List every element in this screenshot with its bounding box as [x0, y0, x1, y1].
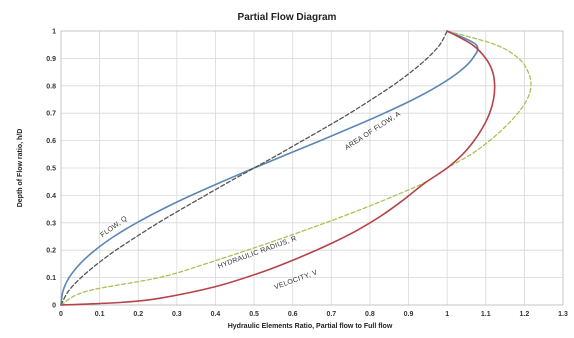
x-tick-label: 0.2	[133, 311, 143, 318]
x-tick-label: 1.1	[481, 311, 491, 318]
y-tick-label: 0.8	[46, 83, 56, 90]
chart-title: Partial Flow Diagram	[238, 12, 337, 23]
series-line-velocity-v	[60, 30, 496, 306]
y-tick-label: 0.9	[46, 56, 56, 63]
x-tick-label: 0.9	[404, 311, 414, 318]
y-tick-label: 0.7	[46, 111, 56, 118]
y-tick-label: 0.5	[46, 166, 56, 173]
x-tick-label: 0.6	[288, 311, 298, 318]
y-tick-label: 1	[52, 29, 56, 36]
y-tick-label: 0	[52, 303, 56, 310]
x-tick-label: 1.2	[520, 311, 530, 318]
tick-labels: 0 0.1 0.2 0.3 0.4 0.5 0.6 0.7 0.8 0.9 1 1.1 1.2 1.3 0 0…	[46, 29, 568, 319]
x-tick-label: 1.3	[558, 311, 568, 318]
x-tick-label: 0.8	[365, 311, 375, 318]
x-tick-label: 0.7	[326, 311, 336, 318]
y-tick-label: 0.1	[46, 275, 56, 282]
series-lines	[60, 30, 532, 306]
x-tick-label: 0.5	[249, 311, 259, 318]
series-line-flow-q	[60, 30, 479, 306]
x-axis-label: Hydraulic Elements Ratio, Partial flow t…	[228, 323, 393, 330]
x-tick-label: 0.3	[172, 311, 182, 318]
x-tick-label: 0	[59, 311, 63, 318]
plot-area-border	[60, 30, 564, 306]
x-tick-label: 1	[445, 311, 449, 318]
grid	[60, 30, 564, 306]
series-line-area-of-flow-a	[60, 30, 448, 306]
x-tick-label: 0.1	[95, 311, 105, 318]
x-tick-label: 0.4	[211, 311, 221, 318]
y-tick-label: 0.3	[46, 220, 56, 227]
y-tick-label: 0.2	[46, 248, 56, 255]
y-axis-label: Depth of Flow ratio, h/D	[17, 129, 24, 208]
y-tick-label: 0.4	[46, 193, 56, 200]
y-tick-label: 0.6	[46, 138, 56, 145]
